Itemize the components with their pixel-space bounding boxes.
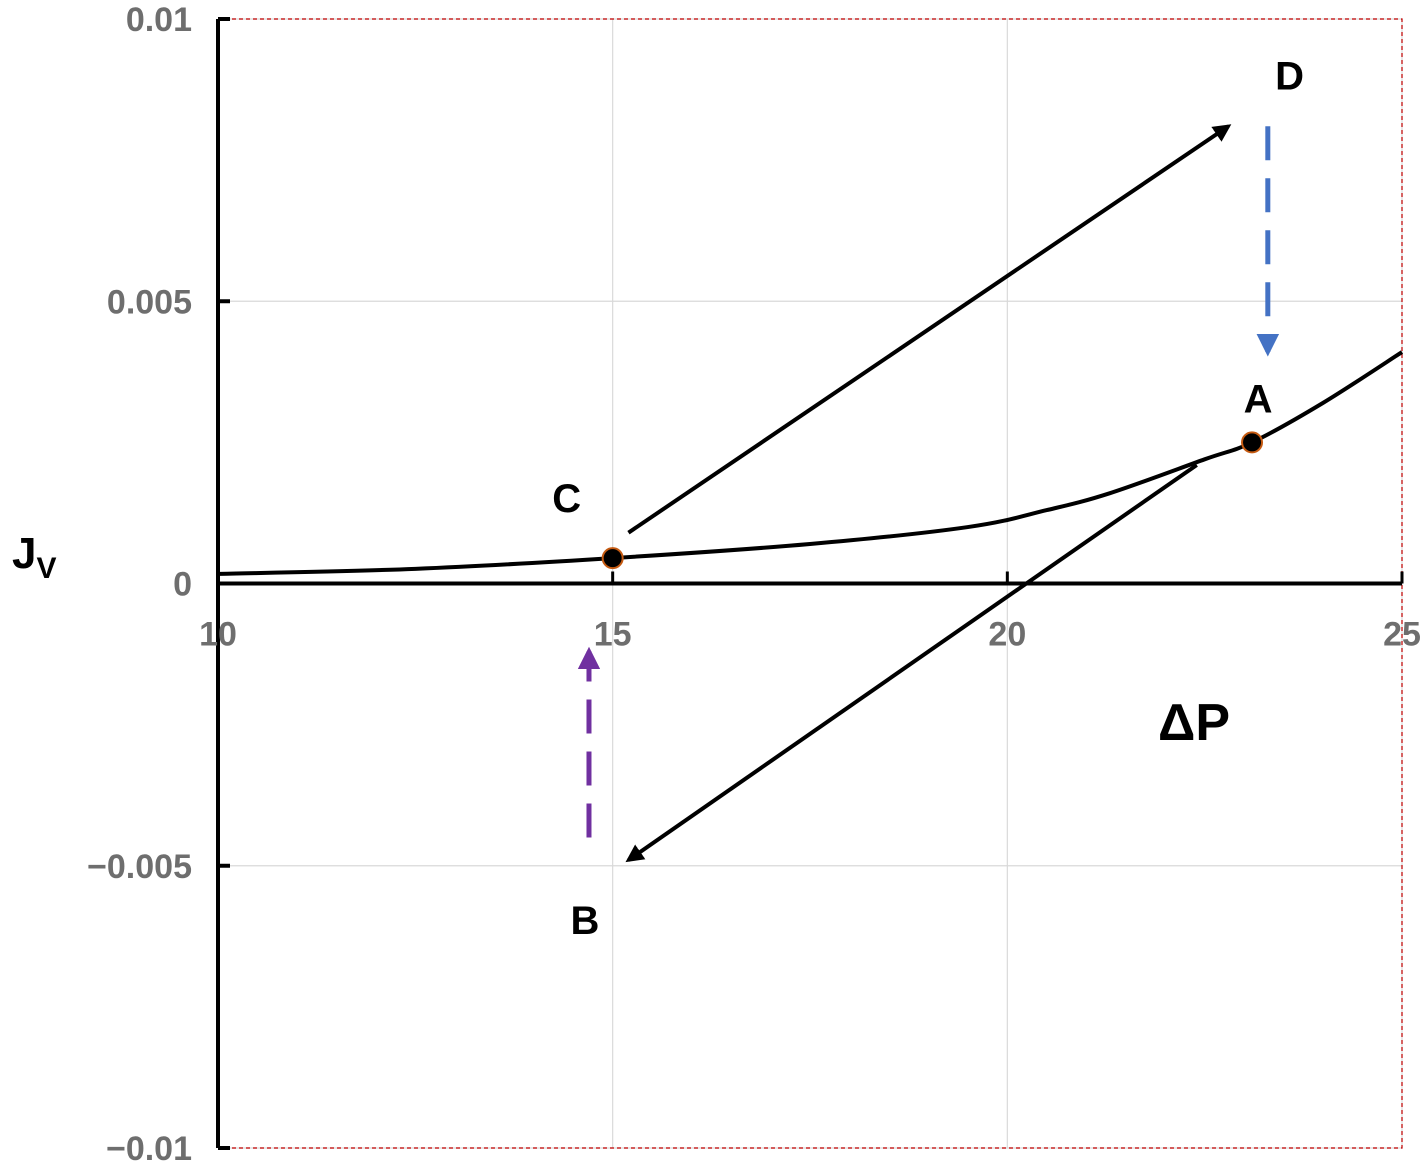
point-label-D: D <box>1275 54 1304 98</box>
y-tick-label-4: 0.01 <box>126 1 192 39</box>
x-tick-label-1: 15 <box>594 616 632 654</box>
point-marker-A <box>1241 431 1264 454</box>
axes <box>216 17 1404 1150</box>
series <box>217 350 1404 576</box>
point-label-A: A <box>1244 377 1273 421</box>
point-marker-C <box>601 547 624 570</box>
series-line-0 <box>217 350 1404 576</box>
y-axis-label: JV <box>12 529 57 585</box>
point-label-C: C <box>552 477 581 521</box>
x-tick-label-2: 20 <box>988 616 1026 654</box>
arrows <box>577 124 1280 863</box>
y-tick-label-0: −0.01 <box>106 1130 192 1168</box>
x-tick-label-3: 25 <box>1383 616 1421 654</box>
arrow-0 <box>627 124 1232 535</box>
point-label-B: B <box>571 899 600 943</box>
y-axis-label-main: J <box>12 529 36 578</box>
y-axis-label-subscript: V <box>36 552 56 585</box>
y-tick-label-3: 0.005 <box>107 283 192 321</box>
x-axis-label: ΔP <box>1158 694 1230 752</box>
x-tick-label-0: 10 <box>199 616 237 654</box>
points: A C D B <box>552 54 1304 943</box>
y-tick-label-1: −0.005 <box>87 848 192 886</box>
y-tick-label-2: 0 <box>173 566 192 604</box>
tick-labels: −0.01 −0.005 0 0.005 0.01 10 15 20 25 <box>87 1 1421 1168</box>
arrow-1 <box>625 463 1198 863</box>
